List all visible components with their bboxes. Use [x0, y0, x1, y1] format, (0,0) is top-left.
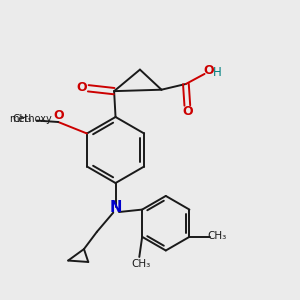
Text: CH₃: CH₃: [131, 259, 150, 269]
Text: methoxy: methoxy: [9, 114, 52, 124]
Text: O: O: [53, 109, 64, 122]
Text: CH₃: CH₃: [12, 114, 32, 124]
Text: CH₃: CH₃: [207, 231, 226, 241]
Text: H: H: [213, 66, 222, 79]
Text: N: N: [110, 200, 122, 215]
Text: O: O: [182, 105, 193, 118]
Text: O: O: [76, 81, 87, 94]
Text: O: O: [203, 64, 214, 77]
